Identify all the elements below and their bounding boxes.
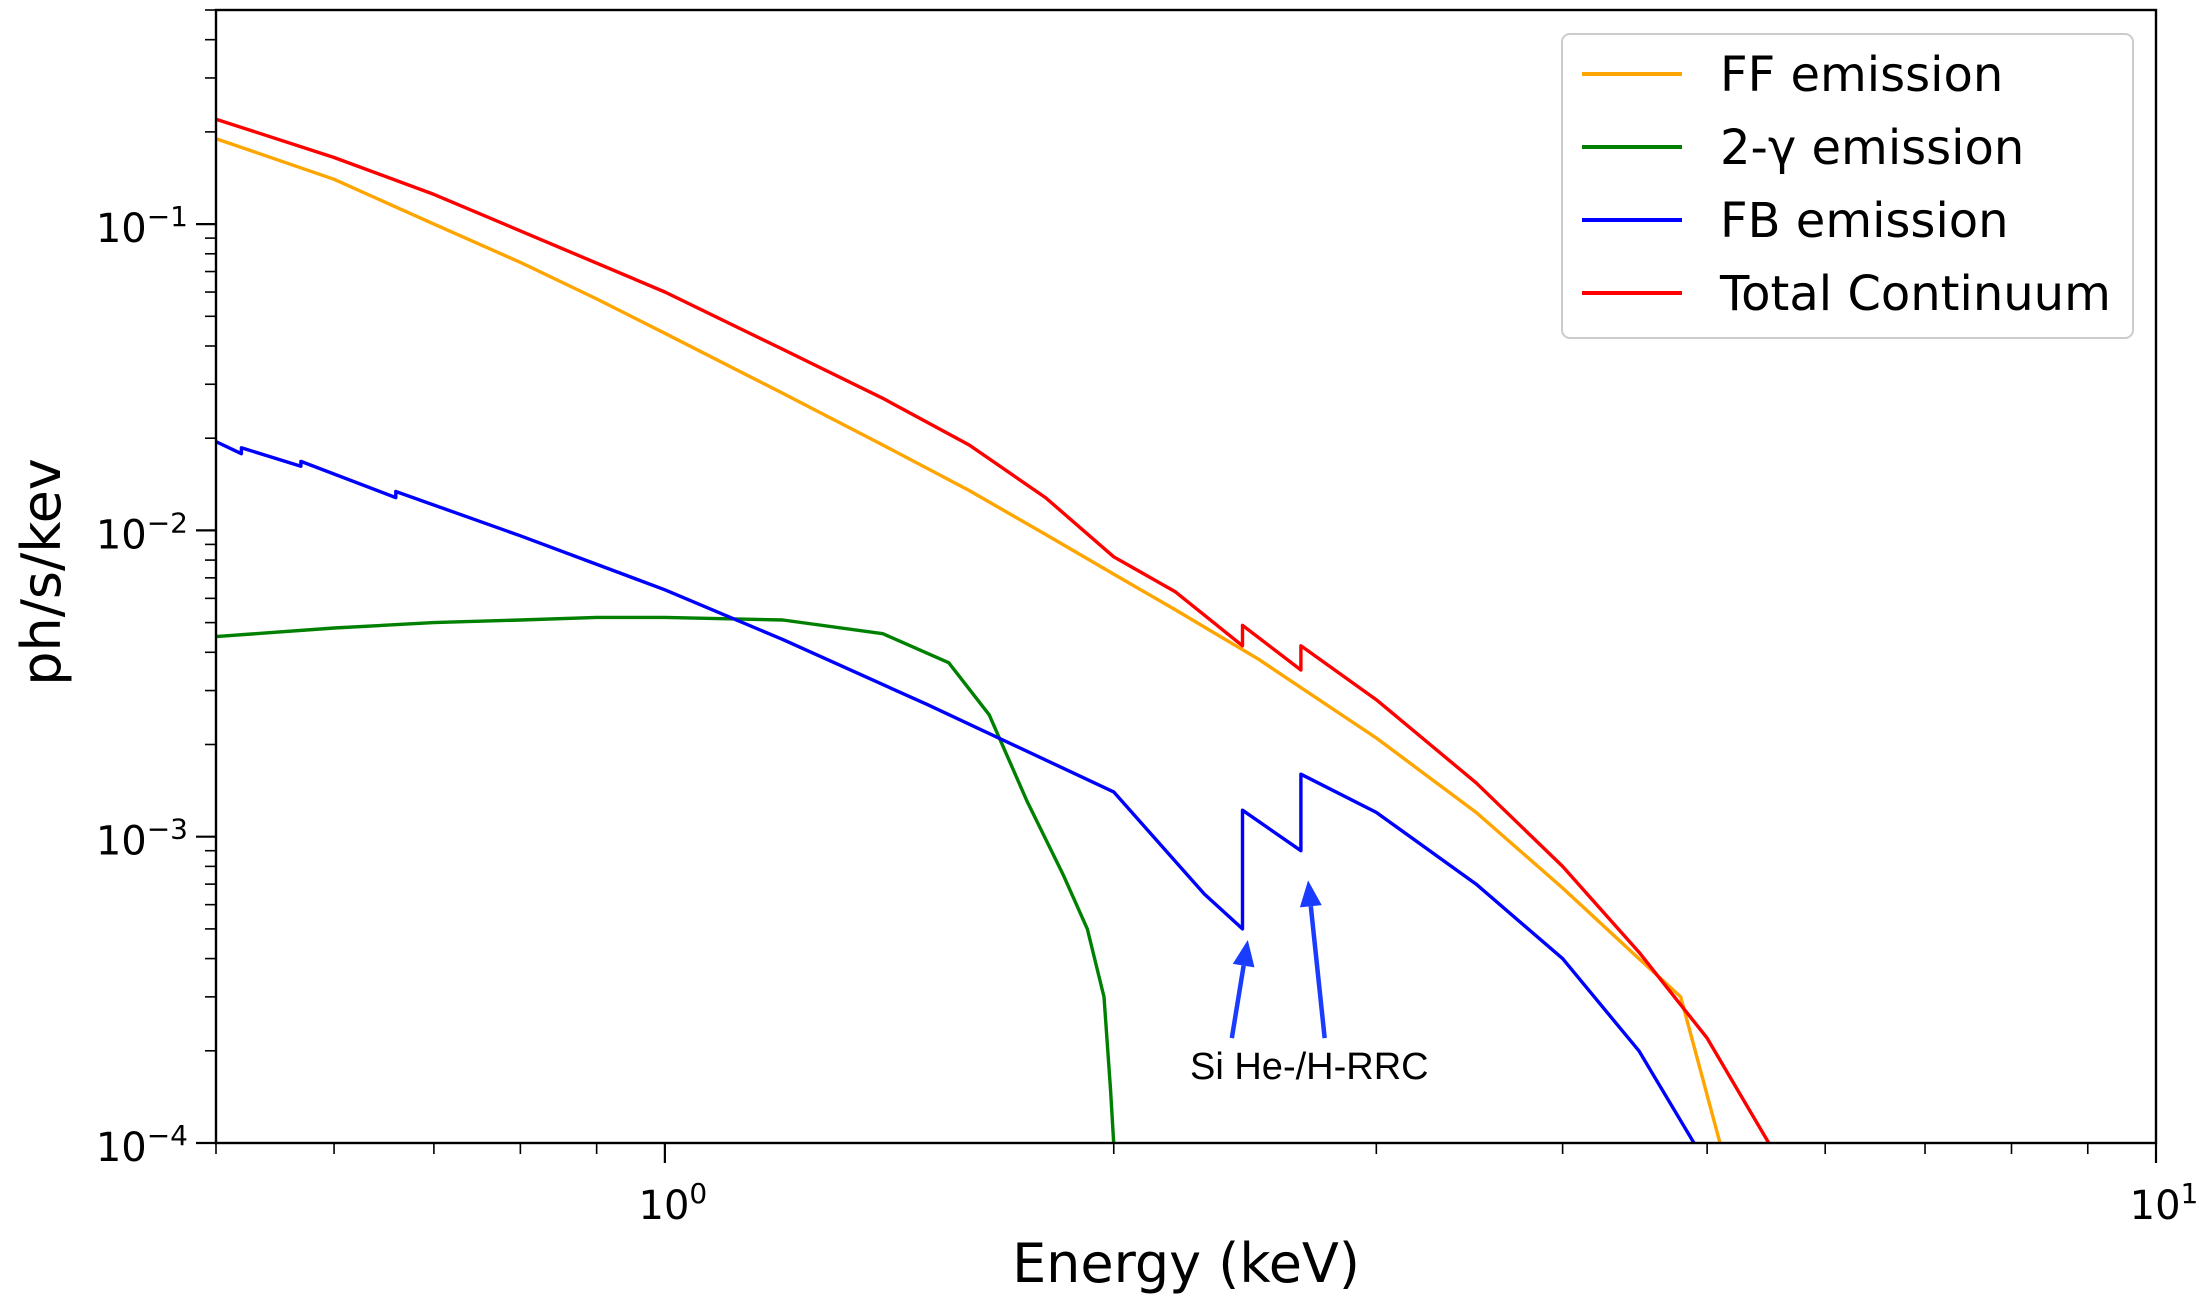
y-tick-label: 10−4 [96, 1119, 188, 1171]
x-axis-label: Energy (keV) [1012, 1232, 1360, 1295]
y-tick-label: 10−1 [96, 200, 188, 252]
annotation-arrow-shaft [1229, 965, 1246, 1039]
legend-frame [1561, 33, 2134, 339]
plot-area: Si He-/H-RRC [196, 8, 2158, 1163]
y-tick-labels: 10−4 10−3 10−2 10−1 [96, 200, 188, 1171]
annotation-arrow-head [1232, 939, 1255, 968]
annotation-layer: Si He-/H-RRC [1190, 880, 1429, 1088]
legend-label-2gamma: 2-γ emission [1720, 120, 2024, 176]
series-line-fb-emission [216, 440, 1696, 1143]
series-line-2-emission [216, 615, 1116, 1143]
plot-frame [214, 8, 2158, 1145]
ticks-layer [196, 9, 2158, 1163]
series-line-ff-emission [216, 137, 1722, 1143]
x-tick-label: 100 [639, 1177, 708, 1229]
x-tick-labels: 100 101 [639, 1177, 2199, 1229]
y-tick-label: 10−2 [96, 506, 188, 558]
legend-label-ff: FF emission [1720, 47, 2003, 103]
legend-label-fb: FB emission [1720, 193, 2009, 249]
series-layer [216, 117, 1771, 1143]
y-axis-label: ph/s/kev [10, 458, 73, 686]
annotation-label: Si He-/H-RRC [1190, 1046, 1429, 1088]
annotation-arrow-head [1299, 880, 1322, 908]
annotation-arrow-shaft [1308, 906, 1327, 1039]
legend: FF emission 2-γ emission FB emission Tot… [1561, 33, 2134, 339]
x-tick-label: 101 [2130, 1177, 2199, 1229]
y-tick-label: 10−3 [96, 813, 188, 865]
series-line-total-continuum [216, 117, 1771, 1143]
legend-label-total: Total Continuum [1719, 266, 2111, 322]
